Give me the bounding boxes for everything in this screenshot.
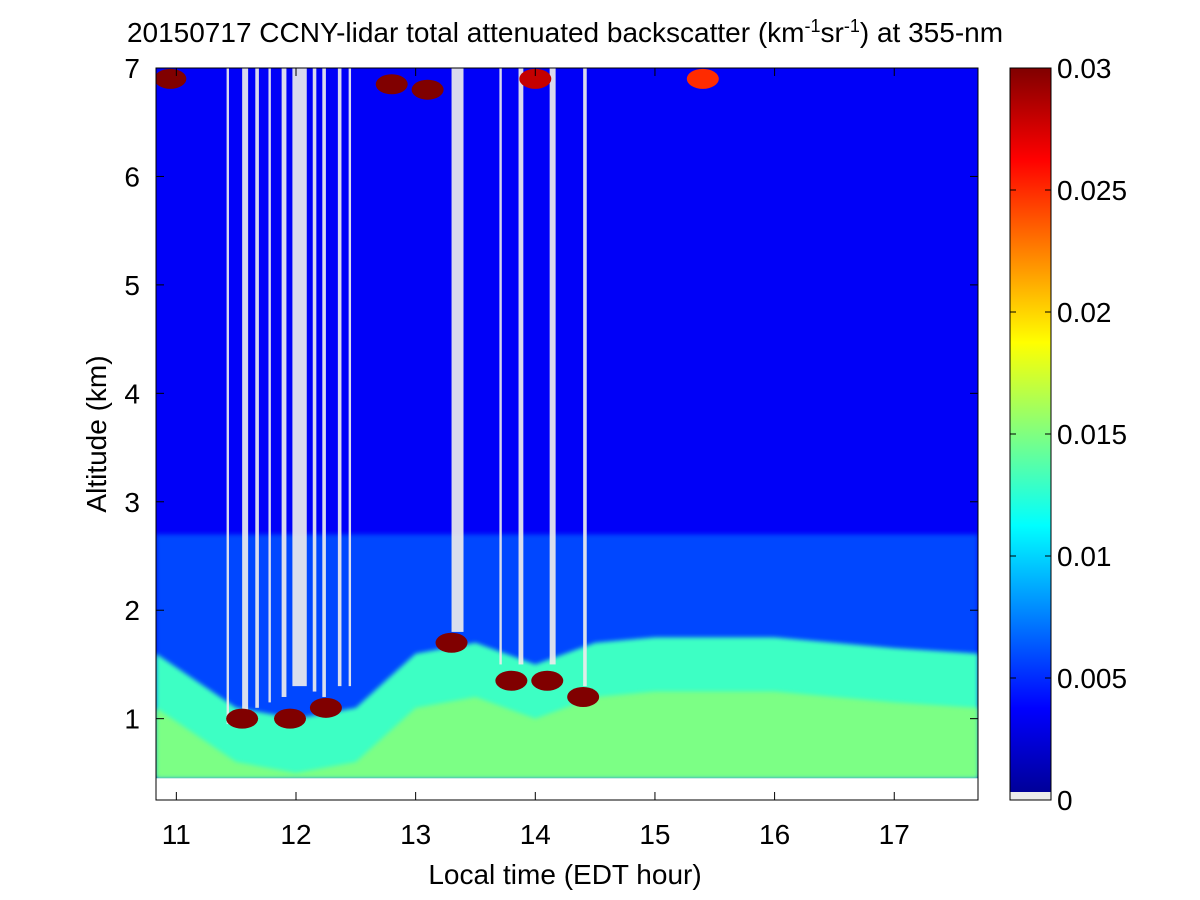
colorbar-ticks: 0 0.005 0.01 0.015 0.02 0.025 0.03 (1010, 53, 1127, 816)
cloud-hotspot-5 (531, 670, 564, 691)
colorbar-tick-label-5: 0.025 (1057, 175, 1127, 206)
cloud-hotspot-2 (309, 697, 342, 718)
cloud-gap-7 (322, 68, 326, 697)
colorbar-tick-label-6: 0.03 (1057, 53, 1112, 84)
x-tick-label-12: 12 (280, 819, 311, 850)
x-tick-label-14: 14 (520, 819, 551, 850)
chart-title-mid: sr (821, 17, 844, 48)
cloud-gap-11 (499, 68, 502, 665)
cloud-gap-8 (337, 68, 342, 687)
cloud-hotspot-4 (495, 670, 528, 691)
cloud-hotspot-1 (274, 708, 307, 729)
cloud-gap-10 (451, 68, 464, 632)
below-range-strip (156, 778, 978, 800)
chart-title-main: 20150717 CCNY-lidar total attenuated bac… (127, 17, 805, 48)
cloud-hotspot-8 (375, 74, 408, 95)
y-axis-label: Altitude (km) (81, 355, 112, 512)
cloud-gap-3 (268, 68, 271, 703)
x-tick-label-16: 16 (759, 819, 790, 850)
y-tick-label-5: 5 (124, 270, 140, 301)
x-tick-label-11: 11 (162, 819, 191, 850)
colorbar-tick-label-4: 0.02 (1057, 297, 1112, 328)
plot-frame (155, 67, 979, 801)
y-tick-label-4: 4 (124, 378, 140, 409)
heatmap-plot-area (156, 68, 978, 800)
x-axis: 11 12 13 14 15 16 17 (162, 68, 910, 850)
cloud-gap-1 (242, 68, 249, 714)
colorbar-gradient (1010, 68, 1051, 800)
colorbar-tick-label-3: 0.015 (1057, 419, 1127, 450)
cloud-hotspot-3 (435, 632, 468, 653)
x-axis-label: Local time (EDT hour) (428, 859, 701, 890)
cloud-hotspot-10 (519, 68, 552, 89)
cloud-gap-12 (518, 68, 524, 665)
x-tick-label-13: 13 (400, 819, 431, 850)
y-axis: 1 2 3 4 5 6 7 (124, 53, 978, 735)
cloud-hotspot-11 (686, 68, 719, 89)
y-tick-label-7: 7 (124, 53, 140, 84)
chart-title-sup2: -1 (844, 16, 860, 36)
colorbar-tick-label-1: 0.005 (1057, 663, 1127, 694)
cloud-hotspot-7 (156, 68, 187, 89)
colorbar: 0 0.005 0.01 0.015 0.02 0.025 0.03 (1009, 53, 1127, 816)
cloud-hotspot-9 (411, 79, 444, 100)
x-tick-label-17: 17 (879, 819, 910, 850)
chart-title-end: ) at 355-nm (860, 17, 1003, 48)
heatmap-layers (156, 68, 978, 800)
x-tick-label-15: 15 (639, 819, 670, 850)
colorbar-tick-label-0: 0 (1057, 785, 1073, 816)
y-tick-label-6: 6 (124, 161, 140, 192)
y-tick-label-1: 1 (124, 704, 140, 735)
cloud-gap-5 (292, 68, 307, 687)
boundary-layer-core (156, 691, 978, 779)
cloud-hotspot-6 (567, 686, 600, 707)
cloud-hotspot-0 (226, 708, 259, 729)
y-tick-label-3: 3 (124, 487, 140, 518)
cloud-gap-14 (583, 68, 587, 687)
chart-title: 20150717 CCNY-lidar total attenuated bac… (127, 16, 1003, 48)
cloud-gap-0 (226, 68, 229, 725)
colorbar-tick-label-2: 0.01 (1057, 541, 1112, 572)
cloud-gap-4 (281, 68, 287, 697)
cloud-gap-2 (255, 68, 259, 708)
cloud-gap-6 (312, 68, 317, 692)
chart-title-sup1: -1 (805, 16, 821, 36)
colorbar-nodata-swatch (1010, 792, 1051, 800)
cloud-gap-13 (549, 68, 556, 665)
y-tick-label-2: 2 (124, 595, 140, 626)
cloud-gap-9 (348, 68, 352, 687)
